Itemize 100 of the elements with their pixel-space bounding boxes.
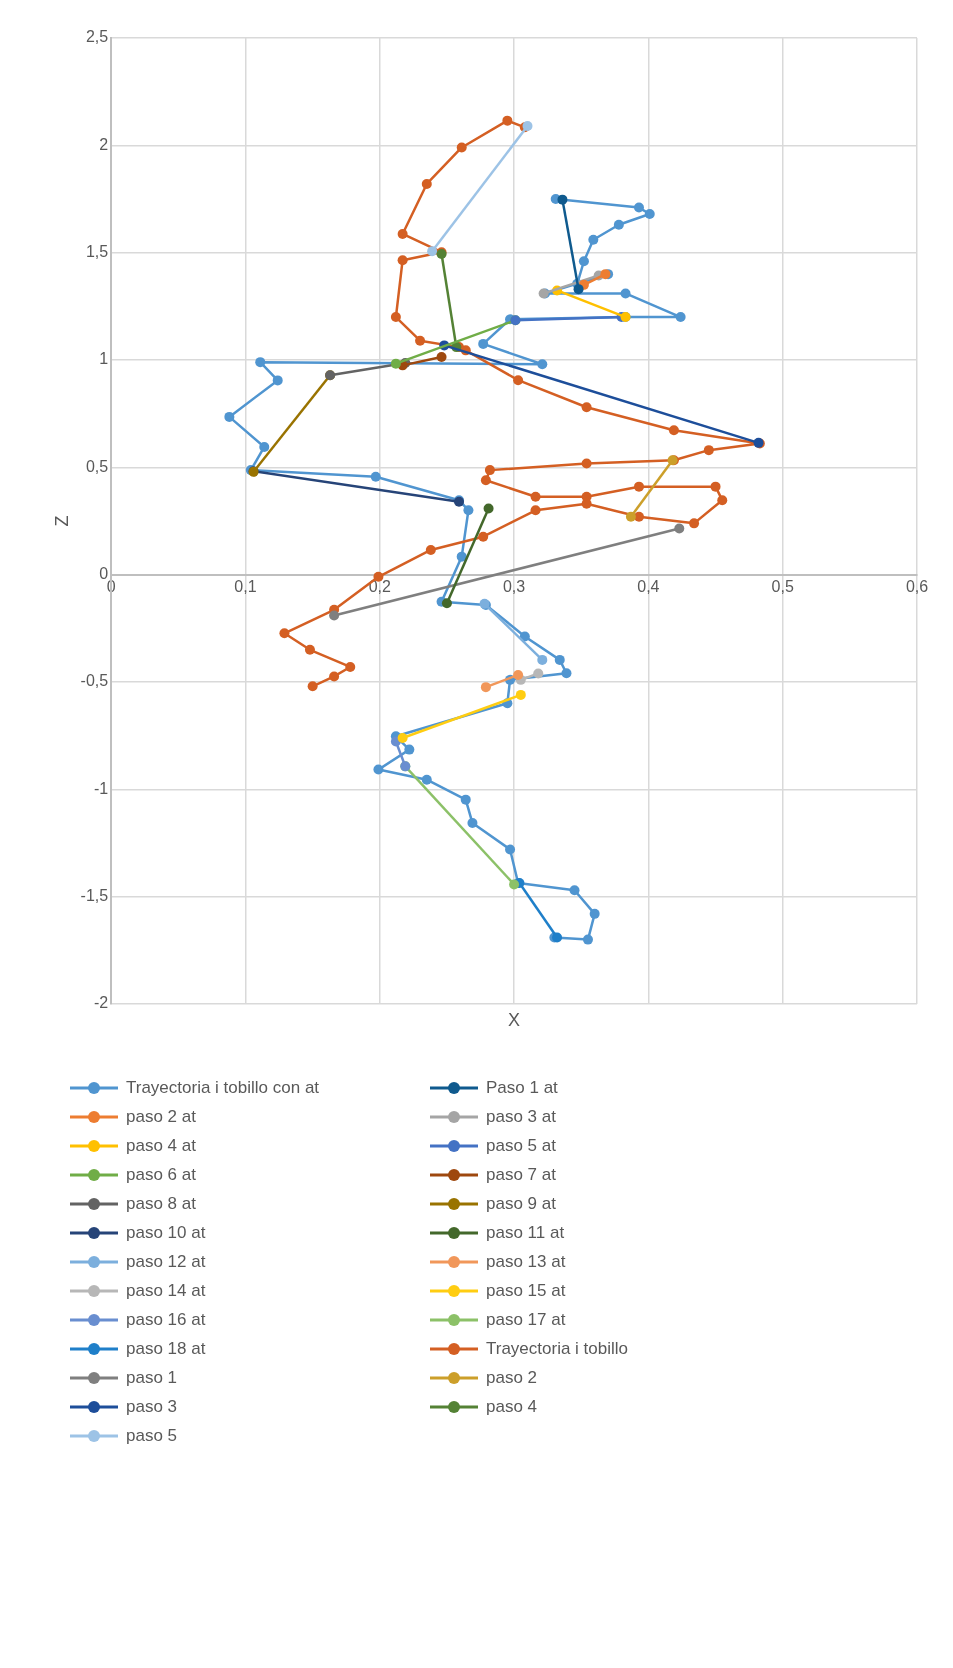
point [441, 598, 452, 609]
point [304, 644, 315, 655]
point [480, 475, 491, 486]
point [370, 471, 381, 482]
point [703, 445, 714, 456]
legend-label: paso 4 [486, 1397, 538, 1417]
y-axis-title: Z [51, 515, 72, 527]
point [537, 359, 548, 370]
point [668, 425, 679, 436]
point [561, 668, 572, 679]
legend-label: paso 5 at [486, 1136, 556, 1156]
point [513, 669, 524, 680]
legend-label: paso 18 at [126, 1339, 206, 1359]
point [502, 115, 513, 126]
point [224, 411, 235, 422]
point [478, 531, 489, 542]
x-tick-label: 0,1 [234, 577, 257, 595]
point [456, 142, 467, 153]
point [483, 503, 494, 514]
point [588, 234, 599, 245]
point [345, 661, 356, 672]
point [463, 505, 474, 516]
point [513, 375, 524, 386]
point [515, 689, 526, 700]
x-tick-label: 0,6 [905, 577, 929, 595]
legend-label: paso 10 at [126, 1223, 206, 1243]
point [509, 879, 520, 890]
point [589, 908, 600, 919]
x-tick-label: 0,3 [502, 577, 526, 595]
point [259, 441, 270, 452]
legend-label: paso 13 at [486, 1252, 566, 1272]
point [467, 818, 478, 829]
y-tick-label: -1 [93, 779, 109, 797]
point [480, 682, 491, 693]
point [436, 352, 447, 362]
point [484, 465, 495, 476]
legend-label: paso 2 at [126, 1107, 196, 1127]
x-axis-title: X [508, 1009, 521, 1030]
y-tick-label: 2 [99, 135, 109, 153]
point [573, 284, 584, 295]
point [644, 209, 655, 220]
point [625, 511, 636, 522]
legend-label: paso 15 at [486, 1281, 566, 1301]
point [530, 491, 541, 502]
legend-label: Trayectoria i tobillo [486, 1339, 629, 1359]
point [404, 744, 415, 755]
point [620, 288, 631, 299]
legend-label: paso 2 [486, 1368, 538, 1388]
point [505, 844, 516, 855]
point [533, 668, 544, 679]
legend-label: Trayectoria i tobillo con at [126, 1078, 320, 1098]
y-tick-label: 0,5 [85, 457, 109, 475]
legend-label: Paso 1 at [486, 1078, 558, 1098]
point [421, 178, 432, 189]
legend-label: paso 1 [126, 1368, 178, 1388]
y-tick-label: 1,5 [85, 243, 109, 261]
point [582, 934, 593, 945]
point [397, 733, 408, 744]
y-tick-label: 2,5 [85, 28, 109, 46]
point [581, 458, 592, 469]
point [633, 202, 644, 213]
point [717, 495, 728, 506]
point [689, 518, 700, 529]
point [272, 375, 283, 386]
point [674, 523, 685, 534]
legend-label: paso 16 at [126, 1310, 206, 1330]
legend-label: paso 12 at [126, 1252, 206, 1272]
y-tick-label: 1 [99, 350, 109, 368]
point [537, 654, 548, 665]
point [633, 481, 644, 492]
point [329, 671, 340, 682]
point [421, 774, 432, 785]
point [478, 338, 489, 349]
legend-label: paso 14 at [126, 1281, 206, 1301]
legend-label: paso 9 at [486, 1194, 556, 1214]
point [255, 357, 266, 368]
point [613, 219, 624, 230]
point [530, 505, 541, 516]
point [710, 481, 721, 492]
legend-label: paso 3 [126, 1397, 178, 1417]
point [425, 544, 436, 555]
point [397, 255, 408, 266]
y-tick-label: -2 [93, 994, 109, 1012]
point [456, 551, 467, 562]
x-tick-label: 0,4 [637, 577, 660, 595]
legend-label: paso 17 at [486, 1310, 566, 1330]
legend-label: paso 3 at [486, 1107, 556, 1127]
point [675, 312, 686, 323]
legend-label: paso 8 at [126, 1194, 196, 1214]
point [427, 246, 438, 257]
point [557, 194, 568, 205]
point [415, 335, 426, 346]
y-tick-label: -0,5 [80, 672, 109, 690]
point [460, 794, 471, 805]
point [578, 256, 589, 267]
point [390, 312, 401, 323]
point [569, 885, 580, 896]
y-tick-label: 0 [99, 565, 109, 583]
point [554, 654, 565, 665]
legend-label: paso 6 at [126, 1165, 196, 1185]
